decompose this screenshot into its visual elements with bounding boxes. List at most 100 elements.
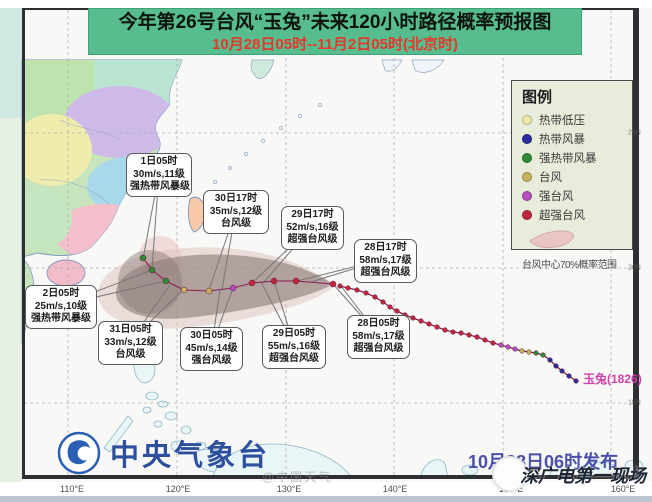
- latitude-tick-label: 25N: [628, 129, 641, 137]
- longitude-tick-label: 120°E: [165, 484, 191, 494]
- forecast-callout: 28日17时 58m/s,17级 超强台风级: [354, 239, 417, 283]
- callout-line: 35m/s,12级: [209, 205, 263, 217]
- longitude-tick-label: 130°E: [276, 484, 302, 494]
- china-landmass: [21, 59, 183, 258]
- legend-item: 超强台风: [522, 205, 632, 224]
- track-point: [498, 342, 504, 348]
- track-point: [519, 348, 525, 354]
- callout-line: 超强台风级: [287, 234, 338, 245]
- track-point: [466, 332, 472, 338]
- track-point: [533, 350, 539, 356]
- map-bleed-left: [0, 8, 22, 482]
- ryukyu-islands: [212, 103, 322, 184]
- track-point: [292, 277, 300, 285]
- callout-line: 30日17时: [214, 193, 258, 204]
- callout-line: 30日05时: [190, 330, 233, 341]
- track-point: [345, 285, 351, 291]
- track-point: [450, 329, 456, 335]
- track-point: [180, 286, 188, 294]
- track-point: [387, 304, 393, 310]
- track-point: [148, 266, 156, 274]
- ty-intensity-dot-icon: [522, 171, 532, 182]
- track-point: [474, 334, 480, 340]
- track-point: [394, 308, 400, 314]
- callout-line: 25m/s,10级: [34, 300, 88, 312]
- track-point: [380, 299, 386, 305]
- callout-line: 52m/s,16级: [286, 221, 339, 233]
- callout-line: 28日05时: [357, 318, 400, 329]
- callout-line: 30m/s,11级: [133, 168, 185, 180]
- sts-intensity-dot-icon: [522, 152, 532, 163]
- track-point: [410, 315, 416, 321]
- track-point: [139, 254, 147, 262]
- track-point: [329, 280, 337, 288]
- callout-line: 超强台风级: [360, 267, 411, 278]
- tv-station-watermark: 深广电第一现场: [520, 466, 646, 486]
- latitude-tick-label: 20N: [628, 264, 641, 272]
- forecast-callout: 29日05时 55m/s,16级 超强台风级: [262, 325, 326, 369]
- track-point: [573, 378, 579, 384]
- forecast-callout: 29日17时 52m/s,16级 超强台风级: [281, 206, 344, 250]
- forecast-callout: 2日05时 25m/s,10级 强热带风暴级: [25, 285, 97, 329]
- legend-item: 强热带风暴: [522, 148, 632, 167]
- callout-line: 58m/s,17级: [352, 330, 405, 342]
- map-subtitle: 10月28日05时--11月2日05时(北京时): [212, 36, 458, 53]
- callout-line: 58m/s,17级: [359, 254, 412, 266]
- forecast-callout: 30日17时 35m/s,12级 台风级: [203, 190, 269, 234]
- legend-box: 图例 热带低压热带风暴强热带风暴台风强台风超强台风 台风中心70%概率范围: [511, 80, 633, 271]
- sty-intensity-dot-icon: [522, 190, 532, 201]
- ts-intensity-dot-icon: [522, 133, 532, 144]
- cma-branding: 中央气象台: [56, 430, 270, 476]
- weather-watermark: @中国天气: [262, 470, 333, 484]
- forecast-callout: 1日05时 30m/s,11级 强热带风暴级: [126, 153, 192, 197]
- forecast-track-points: [139, 254, 337, 295]
- track-point: [354, 287, 360, 293]
- legend-item: 热带风暴: [522, 129, 632, 148]
- legend-item: 热带低压: [522, 110, 632, 129]
- super-intensity-dot-icon: [522, 209, 532, 220]
- track-point: [162, 277, 170, 285]
- legend-item-label: 强热带风暴: [539, 152, 597, 165]
- track-point: [337, 283, 343, 289]
- probability-cone-icon: [526, 226, 632, 255]
- latitude-tick-label: 15N: [628, 399, 641, 407]
- callout-line: 强台风级: [191, 355, 232, 366]
- callout-line: 台风级: [115, 349, 146, 360]
- callout-line: 1日05时: [140, 156, 178, 167]
- legend-item-label: 热带低压: [539, 114, 585, 127]
- track-point: [512, 346, 518, 352]
- legend-items: 热带低压热带风暴强热带风暴台风强台风超强台风: [522, 110, 632, 224]
- track-point: [270, 277, 278, 285]
- cone-legend-label: 台风中心70%概率范围: [522, 260, 617, 271]
- track-point: [490, 340, 496, 346]
- title-banner: 今年第26号台风“玉兔”未来120小时路径概率预报图 10月28日05时--11…: [88, 8, 582, 55]
- track-point: [540, 352, 546, 358]
- callout-line: 2日05时: [42, 288, 80, 299]
- track-point: [363, 290, 369, 296]
- legend-item: 强台风: [522, 186, 632, 205]
- map-bleed-left-top: [0, 8, 22, 118]
- track-point: [426, 321, 432, 327]
- track-point: [553, 363, 559, 369]
- map-title: 今年第26号台风“玉兔”未来120小时路径概率预报图: [118, 12, 552, 33]
- callout-line: 超强台风级: [353, 343, 404, 354]
- td-intensity-dot-icon: [522, 114, 532, 125]
- legend-title: 图例: [522, 89, 553, 106]
- track-point: [418, 318, 424, 324]
- track-point: [547, 357, 553, 363]
- bottom-strip: [0, 496, 652, 502]
- taiwan-island: [187, 196, 206, 233]
- legend-item-label: 强台风: [539, 190, 574, 203]
- storm-name-label: 玉兔(1826): [583, 372, 642, 386]
- legend-item-label: 台风: [539, 171, 562, 184]
- callout-line: 28日17时: [364, 242, 407, 253]
- track-point: [434, 324, 440, 330]
- callout-line: 强热带风暴级: [130, 181, 190, 192]
- longitude-tick-label: 110°E: [60, 484, 84, 494]
- legend-item-label: 热带风暴: [539, 133, 585, 146]
- forecast-callout: 28日05时 58m/s,17级 超强台风级: [347, 315, 410, 359]
- forecast-callout: 30日05时 45m/s,14级 强台风级: [180, 327, 243, 371]
- track-point: [482, 337, 488, 343]
- callout-line: 29日05时: [272, 328, 316, 339]
